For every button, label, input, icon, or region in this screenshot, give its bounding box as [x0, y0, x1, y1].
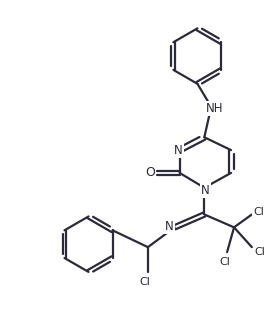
- Text: Cl: Cl: [140, 277, 150, 287]
- Text: N: N: [201, 184, 210, 197]
- Text: O: O: [145, 167, 155, 179]
- Text: N: N: [174, 144, 183, 156]
- Text: Cl: Cl: [254, 247, 265, 257]
- Text: Cl: Cl: [220, 257, 230, 267]
- Text: NH: NH: [205, 102, 223, 115]
- Text: N: N: [165, 220, 174, 233]
- Text: Cl: Cl: [253, 206, 264, 216]
